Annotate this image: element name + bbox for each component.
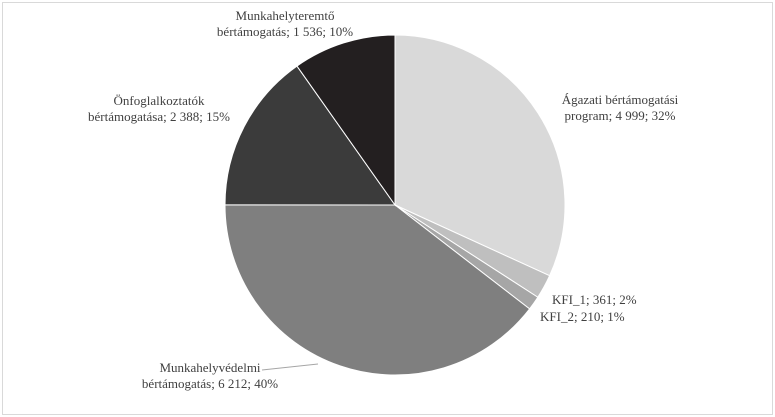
category-name: Ágazati bértámogatási program xyxy=(561,92,679,123)
data-label: KFI_1; 361; 2% xyxy=(552,292,672,308)
pie-slice xyxy=(296,34,396,207)
data-label: Munkahelyteremtő bértámogatás; 1 536; 10… xyxy=(212,8,358,40)
separator: ; xyxy=(644,108,652,123)
percentage-label: 15% xyxy=(206,109,230,124)
percentage-label: 32% xyxy=(651,108,676,123)
pie-slice xyxy=(224,65,396,206)
data-label: KFI_2; 210; 1% xyxy=(540,309,670,325)
value-label: 4 999 xyxy=(615,108,645,123)
separator: ; xyxy=(322,24,330,39)
separator: ; xyxy=(585,292,593,307)
value-label: 2 388 xyxy=(169,109,200,124)
pie-slice xyxy=(394,34,566,277)
data-label: Önfoglalkoztatók bértámogatása; 2 388; 1… xyxy=(84,93,234,125)
separator: ; xyxy=(573,309,581,324)
category-name: KFI_1 xyxy=(552,292,586,307)
percentage-label: 40% xyxy=(254,376,279,391)
category-name: Munkahelyvédelmi bértámogatás xyxy=(141,360,261,391)
separator: ; xyxy=(247,376,255,391)
category-name: Munkahelyteremtő bértámogatás xyxy=(216,8,335,39)
separator: ; xyxy=(286,24,294,39)
category-name: KFI_2 xyxy=(540,309,574,324)
value-label: 1 536 xyxy=(293,24,323,39)
leader-line xyxy=(261,363,319,371)
value-label: 210 xyxy=(580,309,601,324)
data-label: Ágazati bértámogatási program; 4 999; 32… xyxy=(545,92,695,124)
percentage-label: 10% xyxy=(329,24,354,39)
value-label: 6 212 xyxy=(218,376,248,391)
category-name: Önfoglalkoztatók bértámogatása xyxy=(88,93,205,124)
data-label: Munkahelyvédelmi bértámogatás; 6 212; 40… xyxy=(140,360,280,392)
percentage-label: 1% xyxy=(607,309,625,324)
pie-slice xyxy=(224,204,531,376)
separator: ; xyxy=(199,109,207,124)
value-label: 361 xyxy=(592,292,613,307)
separator: ; xyxy=(163,109,170,124)
separator: ; xyxy=(608,108,616,123)
separator: ; xyxy=(211,376,219,391)
percentage-label: 2% xyxy=(619,292,637,307)
separator: ; xyxy=(600,309,608,324)
separator: ; xyxy=(612,292,620,307)
